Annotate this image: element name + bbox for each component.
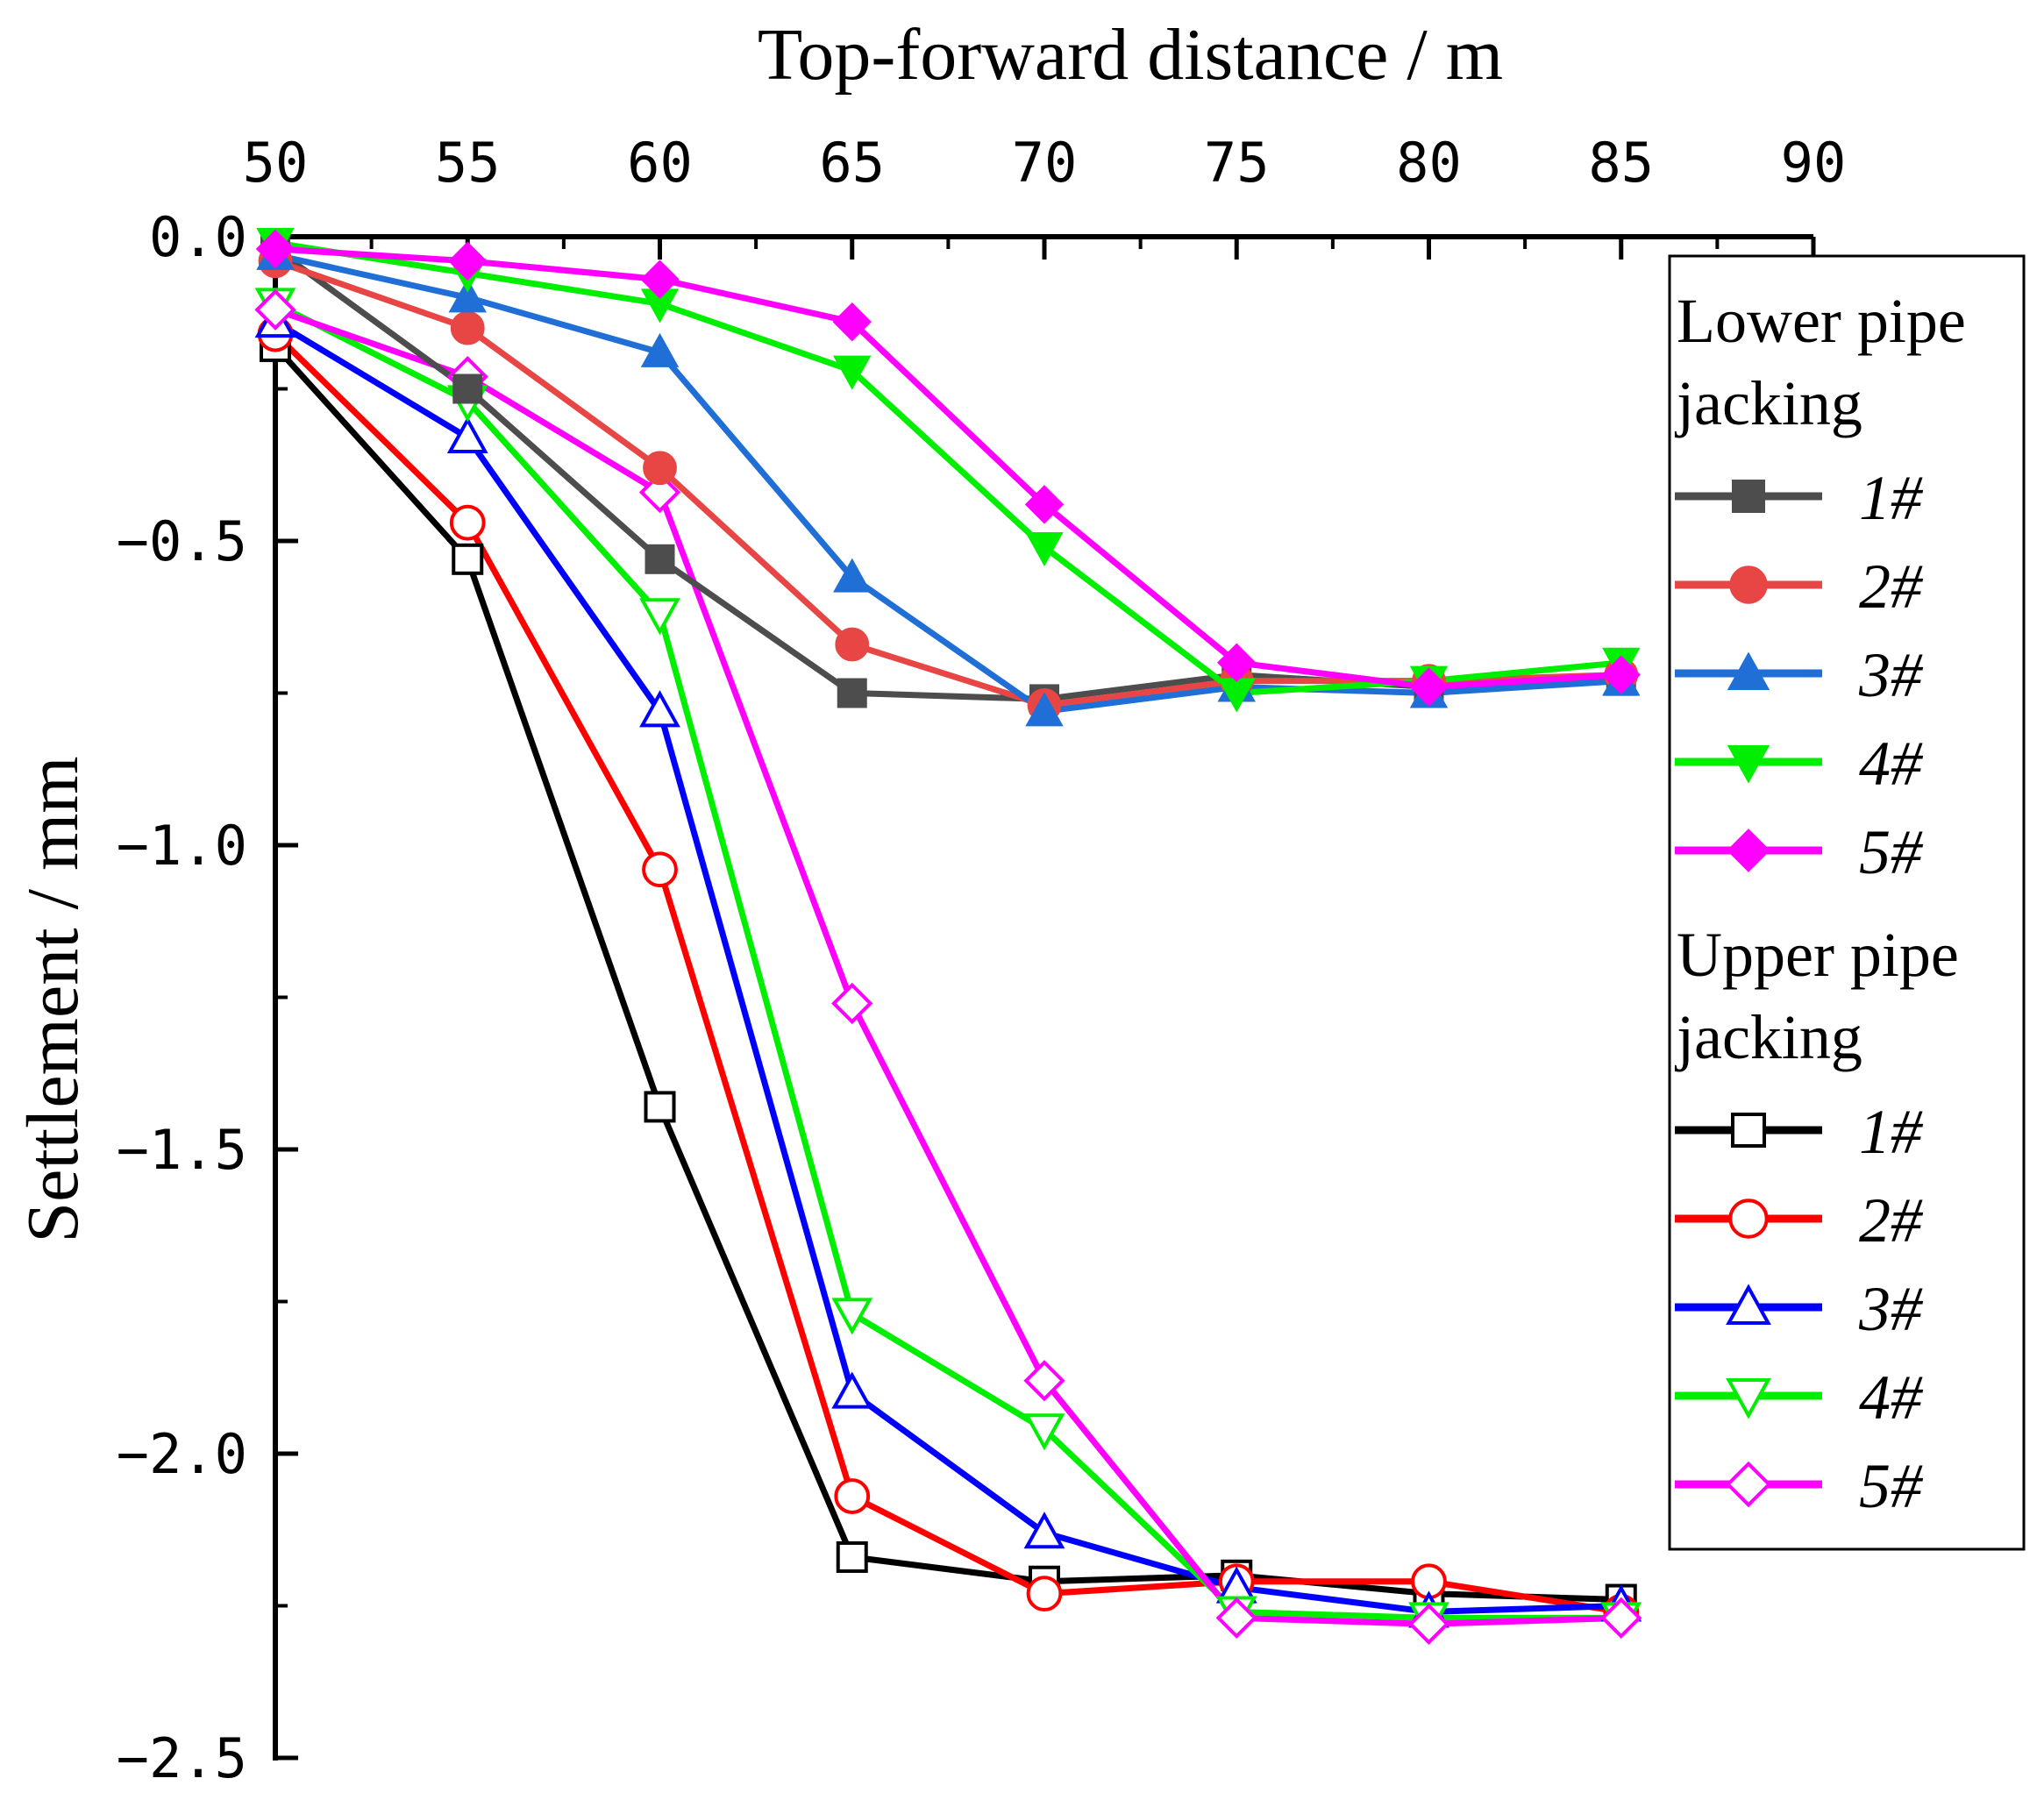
legend-label: 2# — [1859, 1185, 1924, 1256]
y-axis-title: Settlement / mm — [12, 756, 94, 1242]
data-point-lower-3 — [448, 278, 487, 313]
legend-group-title: Lower pipe jacking — [1674, 286, 1966, 438]
y-tick-label: −0.5 — [117, 509, 247, 573]
series-line-upper-1 — [273, 344, 1621, 1604]
x-tick-label: 55 — [435, 131, 501, 195]
data-point-lower-2 — [835, 627, 870, 662]
legend-swatch-marker — [1726, 1378, 1771, 1419]
legend-label: 2# — [1859, 551, 1924, 622]
legend-label: 3# — [1858, 1274, 1924, 1344]
data-point-lower-5 — [448, 241, 488, 281]
y-tick-label: −1.0 — [117, 814, 247, 878]
legend-label: 3# — [1858, 640, 1924, 710]
series-line-upper-5 — [274, 306, 1621, 1627]
data-point-lower-5 — [832, 302, 872, 342]
legend: Lower pipe jacking Upper pipe jacking 1# 2# 3#… — [1668, 254, 2026, 1551]
data-point-lower-5 — [255, 229, 296, 269]
legend-items: Lower pipe jacking Upper pipe jacking 1# 2# 3#… — [1674, 286, 1966, 1521]
data-point-lower-4 — [1025, 531, 1064, 566]
legend-swatch-marker — [1732, 480, 1765, 513]
series-line-upper-3 — [274, 319, 1621, 1615]
data-point-upper-2 — [1026, 1576, 1063, 1612]
data-point-upper-2 — [449, 504, 486, 541]
legend-label: 4# — [1859, 729, 1924, 799]
legend-label: 1# — [1859, 463, 1924, 533]
series-line-lower-5 — [274, 245, 1621, 691]
data-point-lower-5 — [640, 260, 680, 299]
data-point-upper-2 — [642, 851, 678, 888]
x-tick-label: 50 — [243, 131, 309, 195]
tick-labels: 50 55 60 65 70 75 80 85 90 0.0 −0.5 −1.0 −1.5 −2.0 −2.… — [117, 131, 1847, 1790]
data-point-upper-5 — [254, 288, 296, 331]
data-point-lower-5 — [1024, 485, 1065, 524]
legend-label: 4# — [1859, 1362, 1924, 1433]
data-point-lower-1 — [645, 544, 675, 574]
x-axis-title: Top-forward distance / m — [758, 14, 1503, 96]
data-point-upper-5 — [1215, 1597, 1257, 1640]
data-point-lower-1 — [452, 373, 483, 404]
data-point-upper-4 — [1023, 1413, 1065, 1451]
x-tick-label: 75 — [1204, 131, 1270, 195]
legend-label: 5# — [1859, 817, 1924, 887]
data-point-lower-3 — [640, 332, 680, 367]
data-point-lower-1 — [837, 678, 867, 708]
data-point-lower-3 — [833, 558, 872, 593]
legend-swatch-marker — [1727, 745, 1770, 784]
data-point-lower-4 — [833, 355, 872, 390]
data-point-upper-3 — [446, 416, 488, 454]
data-point-upper-1 — [452, 543, 484, 575]
ticks — [273, 234, 1816, 1761]
y-tick-label: 0.0 — [149, 205, 247, 269]
x-tick-label: 70 — [1012, 131, 1078, 195]
legend-group-title: Upper pipe jacking — [1674, 920, 1959, 1072]
data-point-upper-3 — [831, 1371, 873, 1409]
x-tick-label: 60 — [627, 131, 693, 195]
series-markers — [254, 227, 1642, 1645]
x-tick-label: 90 — [1781, 131, 1847, 195]
legend-swatch-marker — [1725, 1461, 1772, 1508]
data-point-lower-5 — [1409, 667, 1449, 707]
data-point-lower-5 — [1217, 643, 1257, 683]
data-point-upper-3 — [1023, 1512, 1065, 1549]
data-point-upper-4 — [639, 598, 680, 636]
x-tick-label: 85 — [1588, 131, 1654, 195]
series-line-upper-4 — [274, 301, 1621, 1621]
series-line-upper-2 — [273, 331, 1622, 1615]
legend-swatch-marker — [1728, 1199, 1769, 1239]
x-tick-label: 65 — [819, 131, 885, 195]
data-point-lower-2 — [450, 310, 485, 345]
legend-frame — [1668, 254, 2026, 1551]
data-point-upper-5 — [831, 982, 873, 1025]
data-point-lower-2 — [643, 451, 677, 486]
data-point-lower-5 — [1601, 655, 1641, 694]
data-point-upper-3 — [639, 690, 680, 728]
legend-swatch-marker — [1729, 566, 1768, 604]
legend-label: 1# — [1859, 1097, 1924, 1167]
data-point-upper-1 — [836, 1540, 868, 1573]
legend-swatch-marker — [1727, 651, 1770, 690]
series-lines — [273, 239, 1622, 1627]
y-tick-label: −1.5 — [117, 1118, 247, 1182]
data-point-upper-5 — [1407, 1603, 1450, 1645]
data-point-upper-1 — [644, 1091, 676, 1123]
data-point-upper-2 — [834, 1478, 871, 1514]
x-tick-label: 80 — [1396, 131, 1462, 195]
data-point-upper-4 — [831, 1298, 873, 1335]
data-point-upper-5 — [1600, 1597, 1642, 1640]
data-point-lower-3 — [1025, 692, 1064, 727]
legend-label: 5# — [1859, 1451, 1924, 1521]
y-tick-label: −2.0 — [117, 1422, 247, 1486]
y-tick-label: −2.5 — [117, 1726, 247, 1790]
legend-swatch-marker — [1726, 1284, 1771, 1325]
data-point-upper-5 — [638, 471, 681, 514]
data-point-upper-5 — [1023, 1360, 1065, 1402]
legend-swatch-marker — [1731, 1113, 1766, 1148]
series-line-lower-3 — [274, 252, 1621, 715]
legend-swatch-marker — [1727, 829, 1770, 872]
